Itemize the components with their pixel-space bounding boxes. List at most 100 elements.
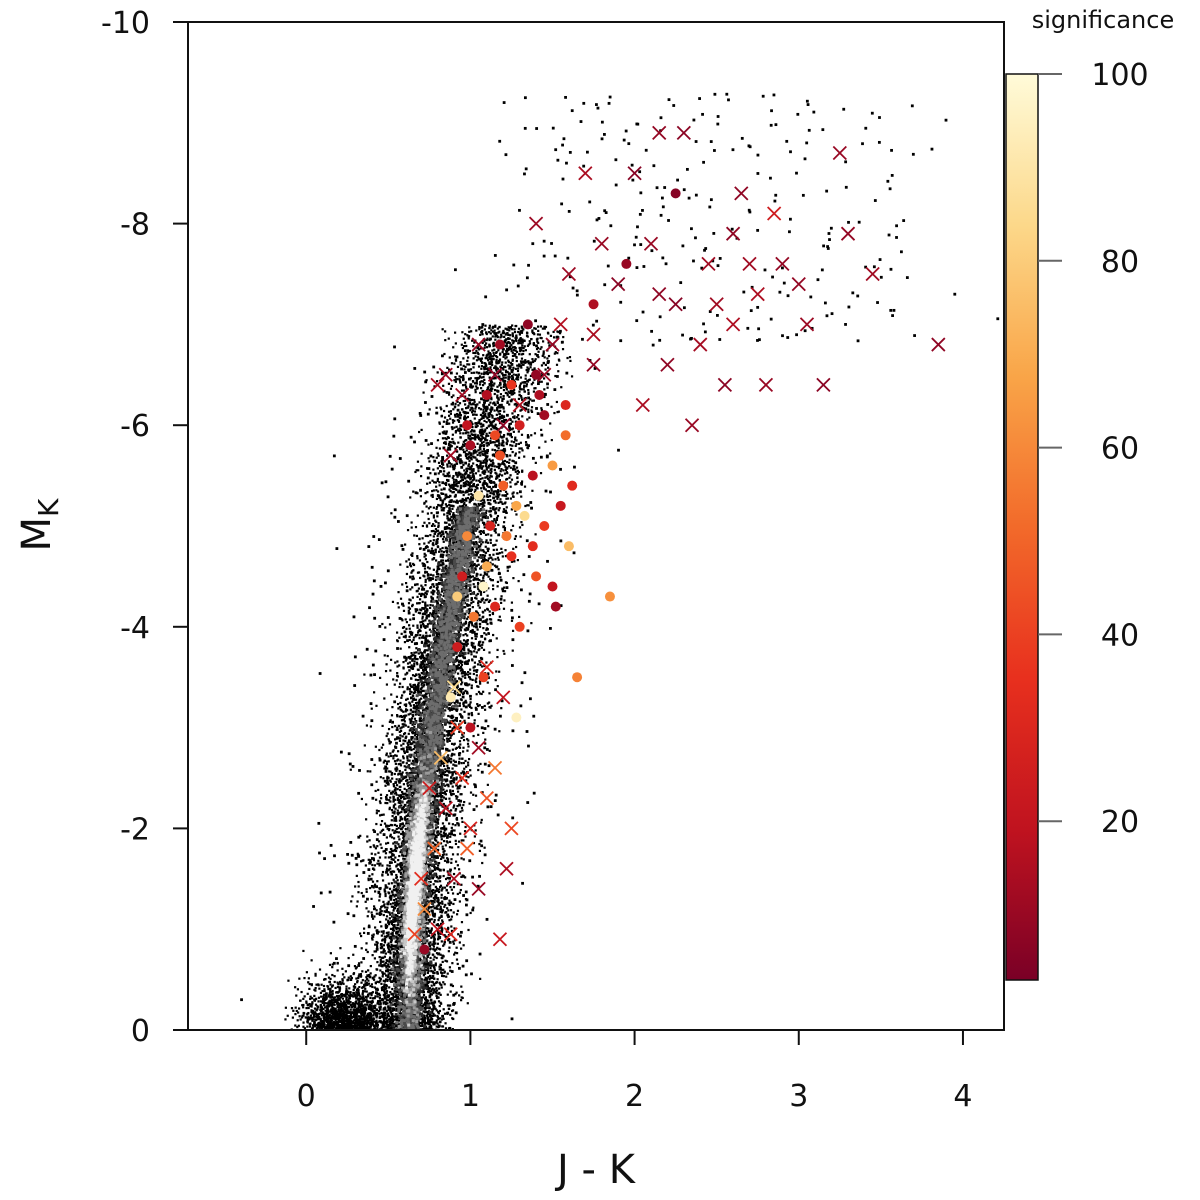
density-point xyxy=(418,559,422,562)
density-point xyxy=(431,970,435,973)
density-point xyxy=(477,768,480,772)
density-point xyxy=(476,573,479,576)
density-point xyxy=(482,648,486,651)
density-point xyxy=(429,1018,432,1021)
density-point xyxy=(452,475,455,478)
density-point xyxy=(444,877,448,881)
density-point xyxy=(454,342,457,345)
density-point xyxy=(460,806,464,810)
density-point xyxy=(435,992,438,995)
density-point xyxy=(424,1001,427,1004)
density-point xyxy=(487,489,491,493)
density-point xyxy=(424,610,427,613)
density-point xyxy=(517,417,520,421)
density-point xyxy=(486,474,489,478)
density-point xyxy=(397,724,400,727)
density-point xyxy=(418,719,421,722)
density-point xyxy=(480,646,483,649)
density-point xyxy=(462,761,465,765)
density-point xyxy=(483,480,486,483)
density-point xyxy=(480,543,483,546)
density-point xyxy=(430,964,433,967)
density-point xyxy=(506,392,509,395)
density-point xyxy=(475,680,478,684)
density-point xyxy=(421,622,425,626)
density-point xyxy=(471,479,474,482)
density-point xyxy=(370,915,374,918)
density-point xyxy=(482,436,485,440)
density-point xyxy=(423,567,427,570)
density-point xyxy=(426,623,430,626)
density-point xyxy=(453,882,456,885)
density-point xyxy=(391,790,395,793)
density-point xyxy=(473,625,476,628)
density-point xyxy=(478,622,482,626)
density-point xyxy=(508,424,511,428)
density-point xyxy=(386,934,389,937)
density-point xyxy=(514,338,518,341)
density-point xyxy=(460,839,463,842)
density-point xyxy=(474,632,477,636)
density-point xyxy=(395,995,398,998)
density-point xyxy=(530,410,534,413)
density-point xyxy=(383,910,386,913)
density-point xyxy=(469,774,472,777)
density-point xyxy=(419,691,422,695)
density-point xyxy=(441,822,445,825)
density-point xyxy=(538,380,541,384)
density-point xyxy=(469,701,472,704)
density-point xyxy=(387,882,390,885)
density-point xyxy=(454,429,458,433)
density-point xyxy=(403,732,407,735)
density-point xyxy=(449,412,452,415)
density-point xyxy=(433,867,436,870)
density-point xyxy=(487,701,491,704)
density-point xyxy=(410,762,413,765)
density-point xyxy=(436,439,440,442)
density-point xyxy=(431,592,434,595)
density-point xyxy=(443,833,446,836)
density-point xyxy=(476,442,479,445)
density-point xyxy=(504,357,507,360)
density-point xyxy=(355,977,358,980)
density-point xyxy=(507,337,510,341)
density-point xyxy=(409,562,412,565)
density-point xyxy=(371,917,375,920)
density-point xyxy=(483,609,487,612)
density-point xyxy=(481,341,484,345)
density-point xyxy=(437,918,440,922)
density-point xyxy=(524,361,527,364)
density-point xyxy=(389,921,392,924)
density-point xyxy=(443,778,446,781)
density-point xyxy=(382,1007,386,1010)
density-point xyxy=(384,910,387,914)
density-point xyxy=(466,359,469,362)
density-point xyxy=(489,366,492,369)
density-point xyxy=(411,723,414,726)
density-point xyxy=(462,704,465,708)
density-point xyxy=(510,478,514,481)
density-point xyxy=(448,440,451,444)
density-point xyxy=(452,942,455,945)
density-point xyxy=(461,647,464,651)
density-point xyxy=(435,952,439,955)
density-point xyxy=(414,610,417,613)
density-point xyxy=(447,902,450,905)
density-point xyxy=(486,499,489,502)
density-point xyxy=(439,793,442,796)
density-point xyxy=(449,800,452,803)
density-point xyxy=(479,474,482,477)
density-point xyxy=(533,327,536,330)
density-point xyxy=(376,980,379,983)
density-point xyxy=(463,417,466,420)
density-point xyxy=(407,759,410,762)
density-point xyxy=(549,422,552,425)
density-point xyxy=(457,868,461,871)
density-point xyxy=(511,324,514,327)
density-point xyxy=(392,995,395,998)
density-point xyxy=(529,366,532,369)
density-point xyxy=(385,836,388,839)
density-point xyxy=(414,678,417,681)
density-point xyxy=(502,368,505,371)
density-point xyxy=(528,353,531,356)
